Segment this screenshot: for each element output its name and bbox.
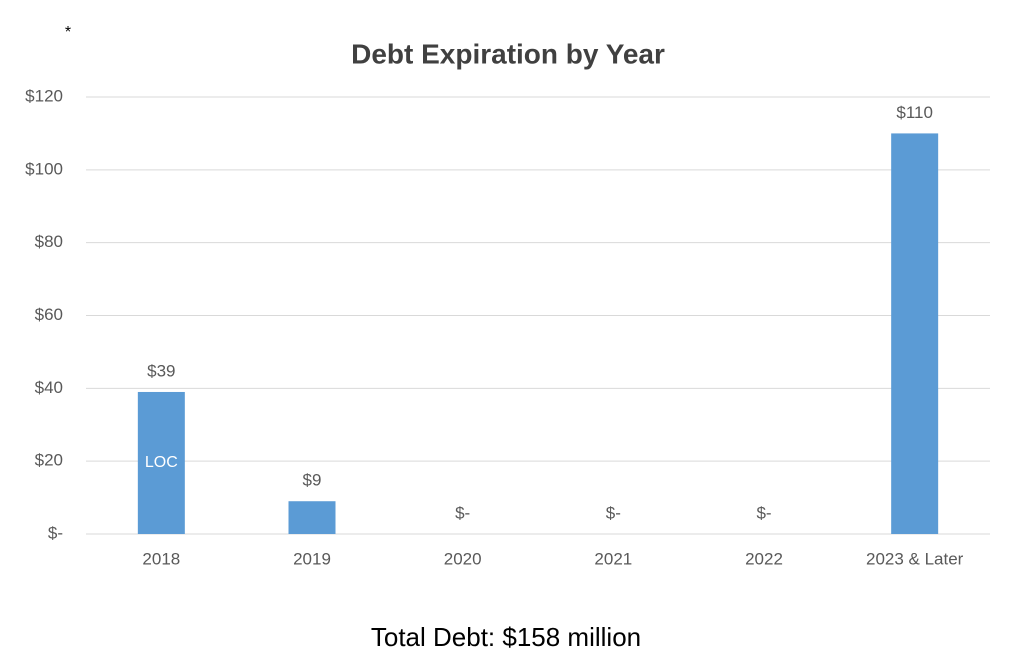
bar [288,501,336,534]
bar-annotation: LOC [145,454,178,471]
value-label: $9 [303,471,322,490]
x-tick-label: 2018 [142,549,180,568]
y-tick-label: $120 [25,86,63,105]
x-tick-label: 2022 [745,549,783,568]
y-tick-label: $60 [35,305,63,324]
bar [137,391,185,534]
value-label: $110 [896,103,933,122]
bar [891,133,939,534]
x-tick-label: 2019 [293,549,331,568]
x-tick-label: 2023 & Later [866,549,964,568]
value-label: $- [756,503,771,522]
footer: Total Debt: $158 million [371,622,641,652]
value-label: $- [455,503,470,522]
x-tick-label: 2020 [444,549,482,568]
value-label: $39 [147,361,175,380]
value-label: $- [606,503,621,522]
note: * [65,24,71,41]
y-tick-label: $100 [25,159,63,178]
y-tick-label: $20 [35,451,63,470]
chart-title: Debt Expiration by Year [351,38,665,69]
y-tick-label: $80 [35,232,63,251]
y-tick-label: $- [48,523,63,542]
x-tick-label: 2021 [594,549,632,568]
y-tick-label: $40 [35,378,63,397]
